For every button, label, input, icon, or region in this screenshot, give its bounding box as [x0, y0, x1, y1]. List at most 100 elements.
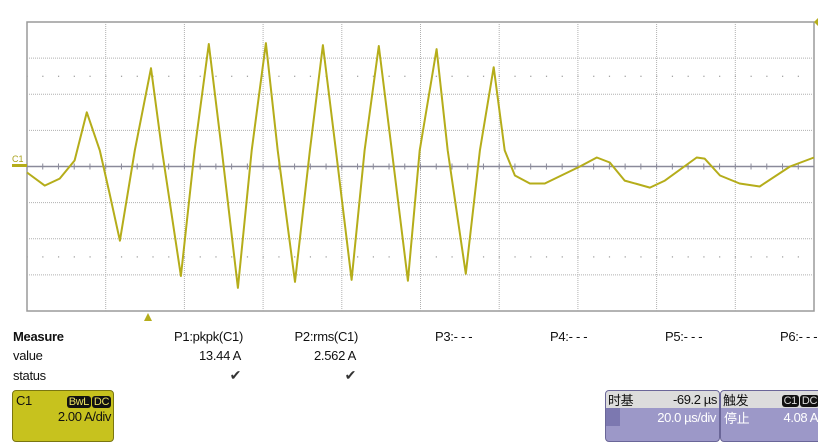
grid-dot: [420, 256, 422, 258]
grid-dot: [341, 75, 343, 77]
grid-dot: [734, 75, 736, 77]
grid-dot: [136, 256, 138, 258]
grid-dot: [57, 75, 60, 77]
grid-dot: [26, 256, 28, 258]
grid-dot: [782, 256, 784, 258]
grid-dot: [719, 256, 721, 258]
grid-dot: [341, 256, 343, 258]
trigger-level-marker: [814, 18, 818, 26]
grid-dot: [703, 75, 705, 77]
grid-dot: [168, 75, 170, 77]
param-p3-label[interactable]: P3:- - -: [435, 329, 473, 344]
measure-header: Measure: [13, 329, 64, 344]
grid-dot: [246, 256, 249, 258]
grid-dot: [750, 75, 752, 77]
param-p1-status-check-icon: ✔: [229, 367, 242, 383]
grid-dot: [719, 75, 721, 77]
grid-dot: [545, 75, 548, 77]
grid-dot: [246, 75, 249, 77]
channel-c1-descriptor[interactable]: C1 BwL DC 2.00 A/div: [12, 390, 114, 442]
vertical-scale: 2.00 A/div: [57, 409, 112, 424]
grid-dot: [309, 75, 312, 77]
grid-dot: [262, 75, 264, 77]
grid-dot: [656, 75, 658, 77]
grid-dot: [624, 256, 626, 258]
grid-dot: [703, 256, 705, 258]
timebase-title: 时基: [608, 393, 634, 408]
grid-dot: [278, 75, 280, 77]
grid-dot: [325, 256, 327, 258]
grid-dot: [498, 256, 500, 258]
grid-dot: [183, 256, 186, 258]
grid-dot: [105, 256, 107, 258]
timebase-delay: -69.2 µs: [672, 392, 717, 407]
grid-dot: [577, 256, 579, 258]
grid-dot: [294, 256, 296, 258]
grid-dot: [120, 75, 123, 77]
grid-dot: [199, 75, 201, 77]
trigger-coupling-badge: DC: [799, 395, 818, 407]
grid-dot: [514, 75, 516, 77]
grid-dot: [372, 256, 374, 258]
trigger-descriptor[interactable]: 触发 C1 DC 停止 4.08 A: [720, 390, 818, 442]
grid-dot: [467, 75, 469, 77]
grid-dot: [357, 75, 359, 77]
grid-dot: [215, 75, 217, 77]
grid-dot: [671, 256, 674, 258]
grid-dot: [608, 256, 611, 258]
bandwidth-limit-badge: BwL: [66, 396, 91, 408]
grid-dot: [42, 256, 44, 258]
grid-dot: [168, 256, 170, 258]
timebase-descriptor[interactable]: 时基 -69.2 µs 20.0 µs/div: [605, 390, 720, 442]
grid-dot: [262, 256, 264, 258]
param-p6-label[interactable]: P6:- - -: [780, 329, 818, 344]
grid-dot: [435, 75, 437, 77]
trigger-level: 4.08 A: [783, 409, 818, 425]
grid-dot: [309, 256, 312, 258]
param-p5-label[interactable]: P5:- - -: [665, 329, 703, 344]
grid-dot: [451, 256, 453, 258]
grid-dot: [231, 256, 233, 258]
grid-dot: [561, 75, 563, 77]
grid-dot: [372, 75, 374, 77]
grid-dot: [593, 256, 595, 258]
grid-dot: [388, 75, 390, 77]
param-p1-value: 13.44 A: [199, 348, 241, 363]
grid-dot: [451, 75, 453, 77]
coupling-badge: DC: [91, 396, 111, 408]
grid-dot: [561, 256, 563, 258]
grid-dot: [608, 75, 611, 77]
grid-dot: [671, 75, 674, 77]
grid-dot: [136, 75, 138, 77]
grid-dot: [640, 75, 642, 77]
grid-dot: [73, 256, 75, 258]
c1-trace: [26, 42, 815, 289]
param-p4-label[interactable]: P4:- - -: [550, 329, 588, 344]
channel-offset-marker: [12, 164, 27, 167]
value-row-label: value: [13, 348, 43, 363]
grid-dot: [514, 256, 516, 258]
grid-dot: [624, 75, 626, 77]
grid-dot: [404, 75, 406, 77]
grid-dot: [766, 75, 768, 77]
grid-dot: [89, 75, 91, 77]
grid-dot: [782, 75, 784, 77]
trigger-source-badge: C1: [781, 395, 799, 407]
trigger-title: 触发: [723, 393, 749, 408]
grid-dot: [482, 256, 485, 258]
grid-dot: [199, 256, 201, 258]
grid-dot: [750, 256, 752, 258]
grid-dot: [120, 256, 123, 258]
param-p1-label[interactable]: P1:pkpk(C1): [174, 329, 243, 344]
grid-dot: [545, 256, 548, 258]
grid-dot: [640, 256, 642, 258]
channel-name: C1: [16, 393, 32, 408]
channel-marker-label: C1: [12, 154, 24, 164]
param-p2-label[interactable]: P2:rms(C1): [294, 329, 359, 344]
grid-dot: [797, 256, 799, 258]
grid-dot: [734, 256, 736, 258]
timebase-scale: 20.0 µs/div: [657, 409, 716, 425]
grid-dot: [231, 75, 233, 77]
grid-dot: [797, 75, 799, 77]
grid-dot: [294, 75, 296, 77]
